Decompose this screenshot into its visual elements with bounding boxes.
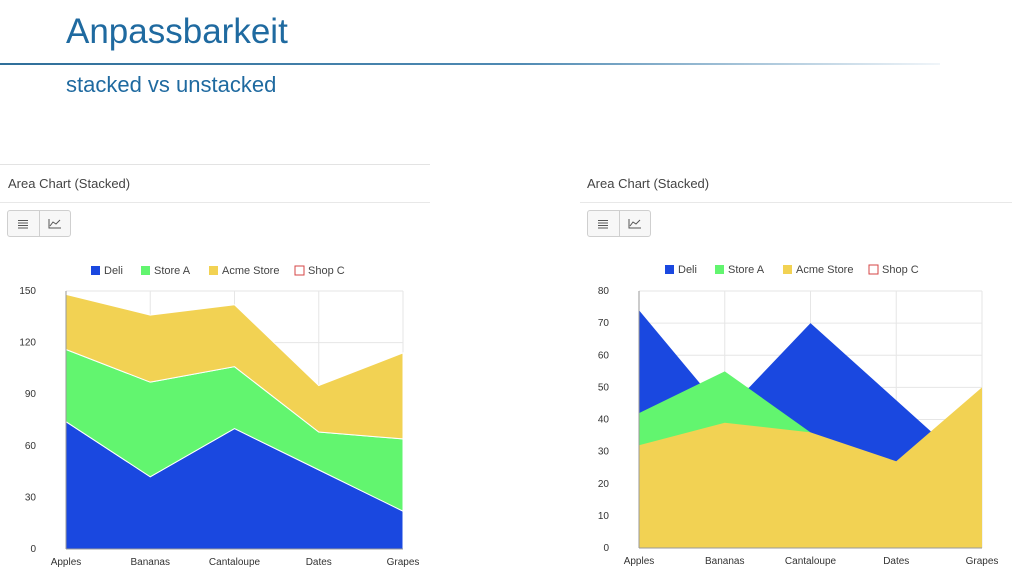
- x-tick-label: Grapes: [387, 557, 420, 568]
- x-tick-label: Dates: [883, 556, 909, 567]
- y-tick-label: 70: [598, 318, 610, 329]
- x-tick-label: Cantaloupe: [785, 556, 837, 567]
- legend-label[interactable]: Shop C: [882, 264, 919, 276]
- area-series-acme-store: [639, 387, 982, 548]
- y-tick-label: 120: [19, 338, 36, 349]
- y-tick-label: 40: [598, 415, 610, 426]
- x-tick-label: Grapes: [966, 556, 999, 567]
- y-tick-label: 60: [25, 441, 37, 452]
- legend-label[interactable]: Store A: [728, 264, 765, 276]
- x-tick-label: Bananas: [131, 557, 170, 568]
- legend-swatch[interactable]: [294, 265, 305, 276]
- y-tick-label: 30: [25, 492, 37, 503]
- slide-subtitle: stacked vs unstacked: [66, 72, 277, 97]
- slide-title: Anpassbarkeit: [66, 12, 288, 51]
- y-tick-label: 50: [598, 382, 610, 393]
- legend-label[interactable]: Shop C: [308, 265, 345, 277]
- legend-label[interactable]: Store A: [154, 265, 191, 277]
- list-view-button[interactable]: [8, 211, 39, 236]
- panel-top-border: [0, 164, 430, 165]
- legend-label[interactable]: Deli: [104, 265, 123, 277]
- chart-toolbar: [7, 210, 71, 237]
- y-tick-label: 0: [603, 543, 609, 554]
- y-tick-label: 30: [598, 447, 610, 458]
- list-icon: [18, 219, 29, 228]
- y-tick-label: 0: [30, 544, 36, 555]
- unstacked-area-chart: 0 10 20 30 40 50 60 70 80 Apples Bananas Cantaloupe…: [598, 264, 999, 567]
- panel-divider: [0, 202, 430, 203]
- chart-title: Area Chart (Stacked): [8, 176, 131, 191]
- y-tick-label: 150: [19, 286, 36, 297]
- stacked-chart-panel: Area Chart (Stacked) 0 30 60 90 120 150 Apples…: [0, 162, 430, 576]
- legend-label[interactable]: Acme Store: [222, 265, 279, 277]
- legend-swatch[interactable]: [209, 266, 218, 275]
- x-tick-label: Bananas: [705, 556, 744, 567]
- area-series-acme-store: [65, 293, 404, 440]
- x-tick-label: Apples: [624, 556, 655, 567]
- chart-title: Area Chart (Stacked): [587, 176, 710, 191]
- y-tick-label: 90: [25, 389, 37, 400]
- x-tick-label: Cantaloupe: [209, 557, 261, 568]
- x-tick-label: Apples: [51, 557, 82, 568]
- legend-swatch[interactable]: [715, 265, 724, 274]
- legend-swatch[interactable]: [783, 265, 792, 274]
- list-view-button[interactable]: [588, 211, 619, 236]
- chart-view-button[interactable]: [618, 211, 651, 236]
- line-chart-icon: [628, 219, 641, 229]
- legend-swatch[interactable]: [868, 264, 879, 275]
- panel-divider: [580, 202, 1012, 203]
- list-icon: [598, 219, 609, 228]
- chart-toolbar: [587, 210, 651, 237]
- stacked-area-chart: 0 30 60 90 120 150 Apples Bananas Cantaloupe Date…: [19, 265, 420, 568]
- unstacked-chart-panel: Area Chart (Stacked) 0 10 20 30 40 50 60 70 80 Ap…: [580, 162, 1012, 576]
- legend-label[interactable]: Acme Store: [796, 264, 853, 276]
- x-tick-label: Dates: [306, 557, 332, 568]
- chart-view-button[interactable]: [38, 211, 71, 236]
- line-chart-icon: [48, 219, 61, 229]
- legend-label[interactable]: Deli: [678, 264, 697, 276]
- title-divider: [0, 63, 940, 65]
- legend-swatch[interactable]: [141, 266, 150, 275]
- legend-swatch[interactable]: [91, 266, 100, 275]
- y-tick-label: 80: [598, 286, 610, 297]
- y-tick-label: 20: [598, 479, 610, 490]
- y-tick-label: 60: [598, 350, 610, 361]
- legend-swatch[interactable]: [665, 265, 674, 274]
- y-tick-label: 10: [598, 511, 610, 522]
